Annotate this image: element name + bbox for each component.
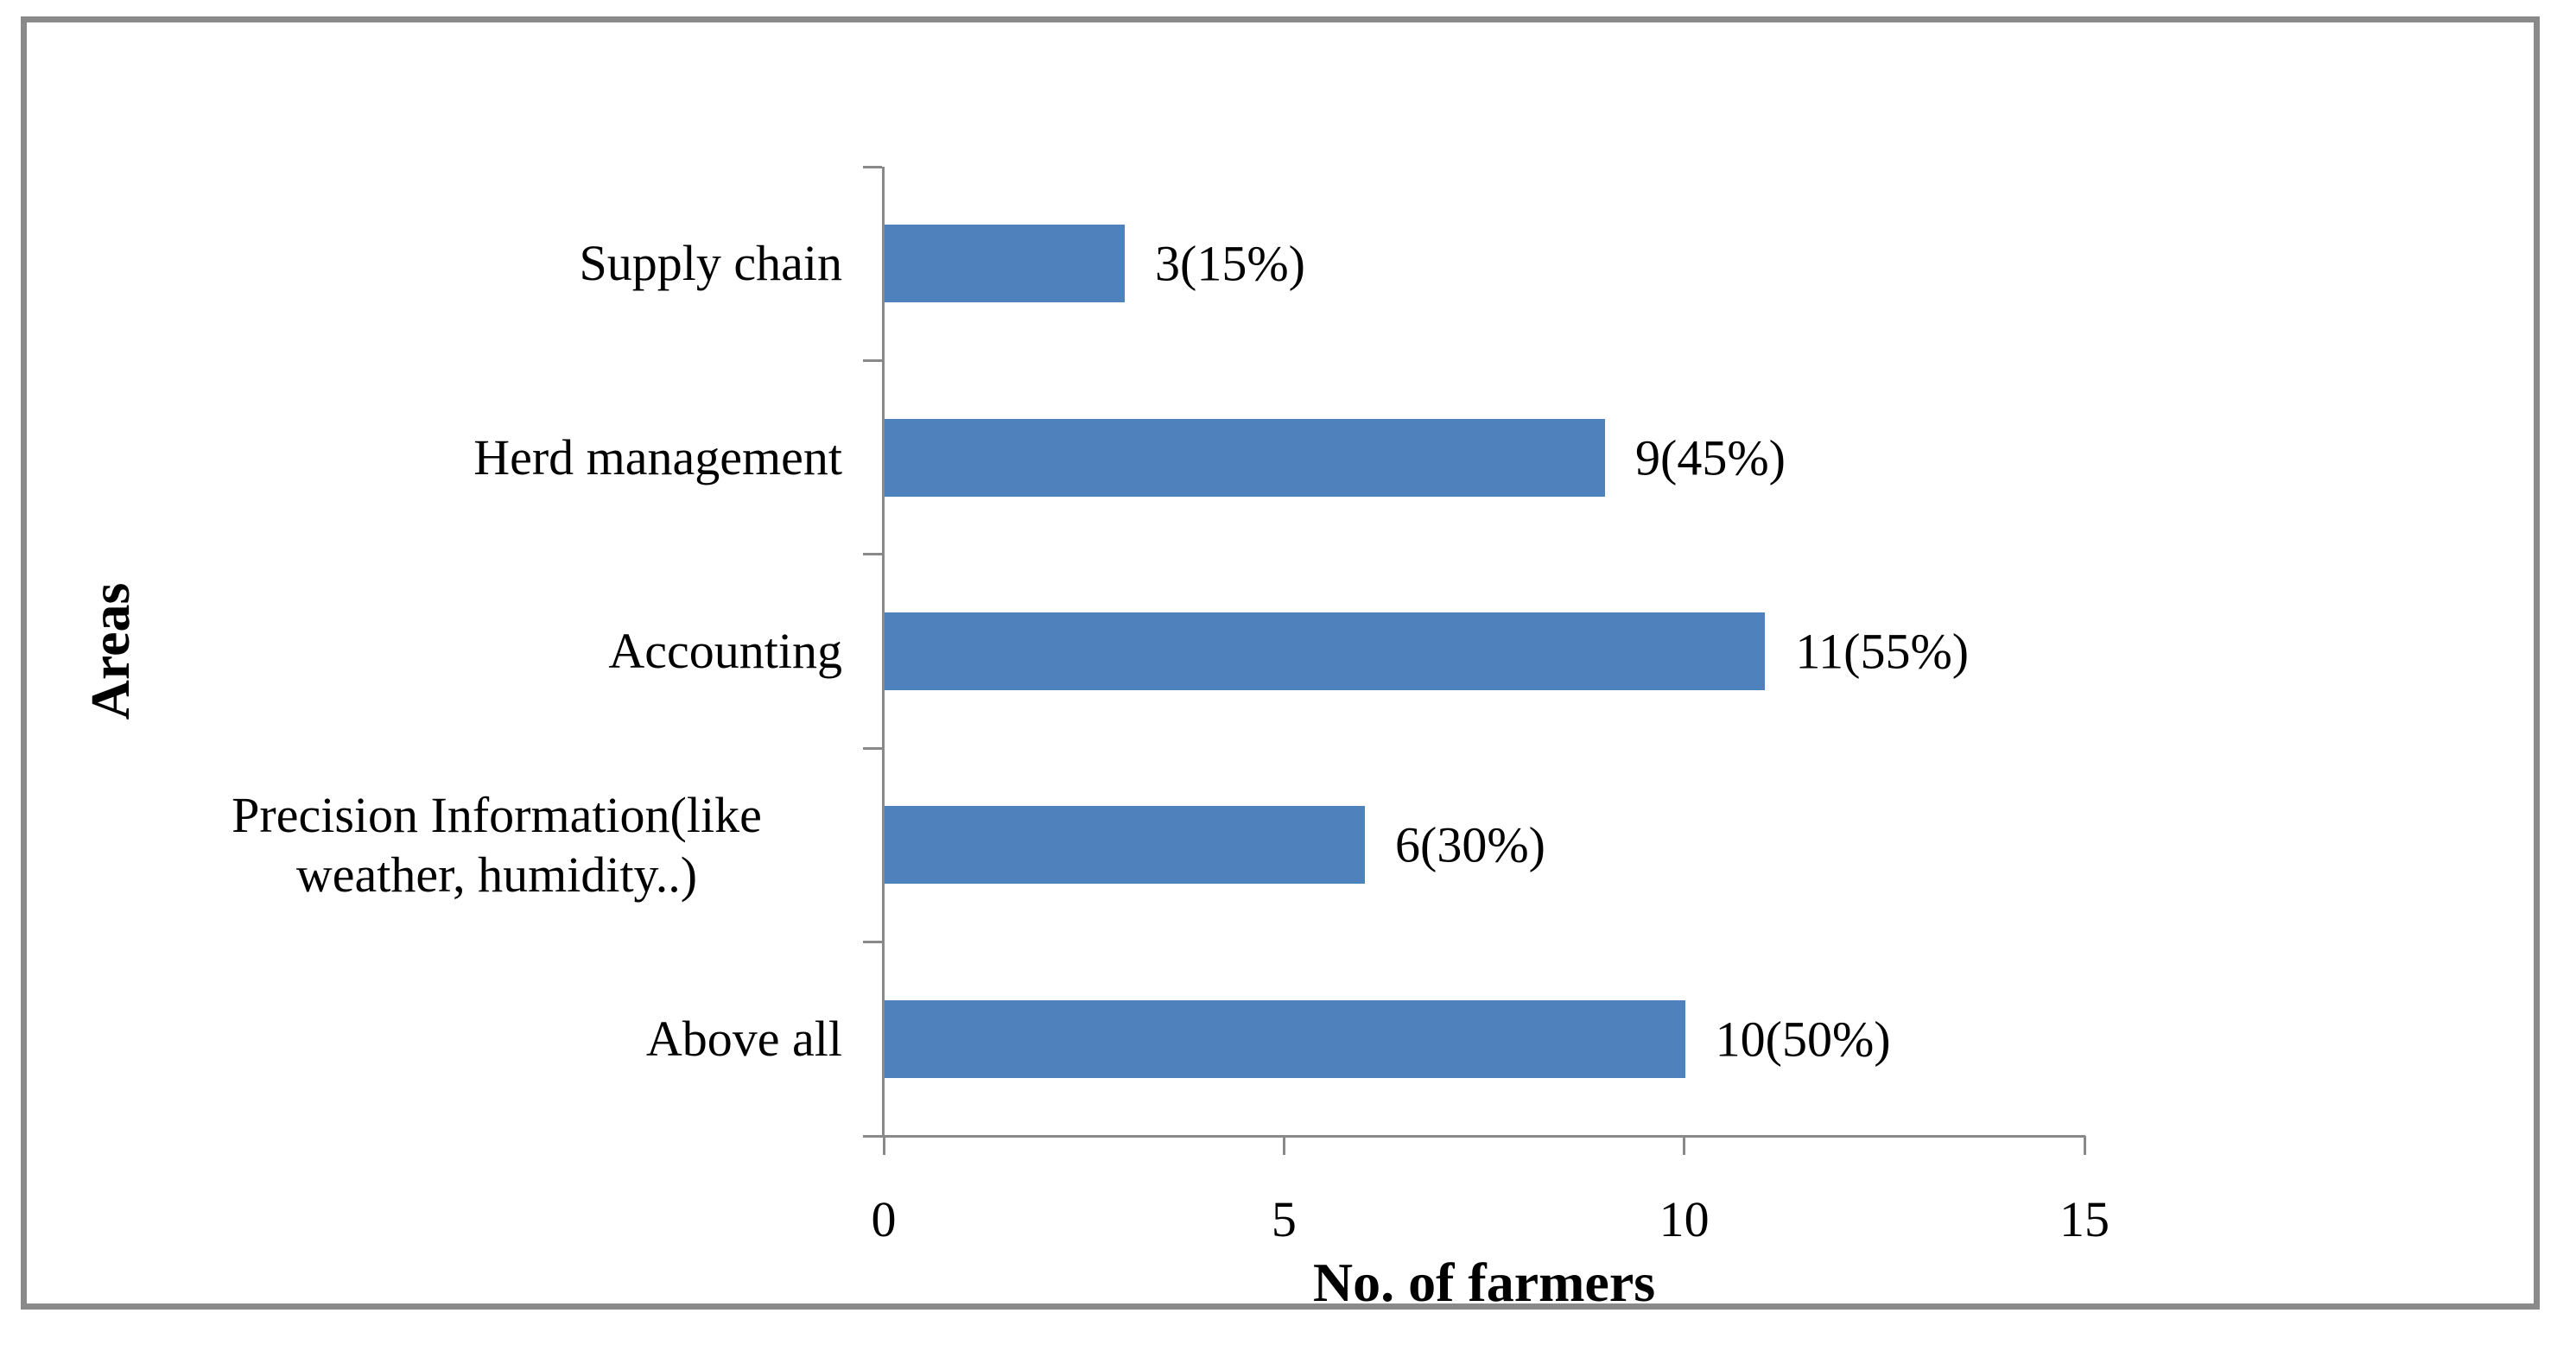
x-tick	[1683, 1136, 1686, 1155]
value-label: 10(50%)	[1715, 1011, 1891, 1068]
y-tick	[863, 746, 882, 750]
category-label: Herd management	[121, 360, 842, 554]
category-label-text: Herd management	[473, 428, 842, 485]
y-tick	[863, 358, 882, 362]
x-tick-label: 15	[2059, 1191, 2110, 1247]
category-label: Precision Information(like weather, humi…	[121, 748, 842, 942]
x-tick-label: 0	[871, 1191, 897, 1247]
x-tick	[882, 1136, 885, 1155]
y-tick	[863, 1134, 882, 1138]
bar	[885, 999, 1685, 1078]
bar	[885, 612, 1766, 690]
value-label: 6(30%)	[1395, 816, 1545, 873]
y-tick	[863, 553, 882, 556]
y-tick	[863, 165, 882, 168]
category-label: Above all	[121, 942, 842, 1136]
bar	[885, 418, 1605, 497]
category-label-text: Supply chain	[579, 235, 842, 292]
category-label: Supply chain	[121, 167, 842, 360]
category-label-text: Precision Information(like weather, humi…	[232, 786, 762, 904]
value-label: 3(15%)	[1155, 235, 1305, 292]
value-label: 11(55%)	[1795, 623, 1970, 680]
x-tick-label: 10	[1659, 1191, 1710, 1247]
x-tick	[2083, 1136, 2086, 1155]
y-axis-line	[882, 167, 885, 1138]
x-tick-label: 5	[1271, 1191, 1297, 1247]
y-tick	[863, 941, 882, 944]
bar	[885, 806, 1365, 885]
category-label-text: Accounting	[608, 623, 842, 680]
bar	[885, 225, 1125, 303]
category-label-text: Above all	[645, 1010, 842, 1067]
x-axis-line	[882, 1135, 2085, 1138]
x-tick	[1282, 1136, 1285, 1155]
value-label: 9(45%)	[1635, 429, 1786, 486]
category-label: Accounting	[121, 555, 842, 748]
x-axis-title: No. of farmers	[1312, 1252, 1656, 1313]
chart-border	[21, 16, 2540, 1310]
